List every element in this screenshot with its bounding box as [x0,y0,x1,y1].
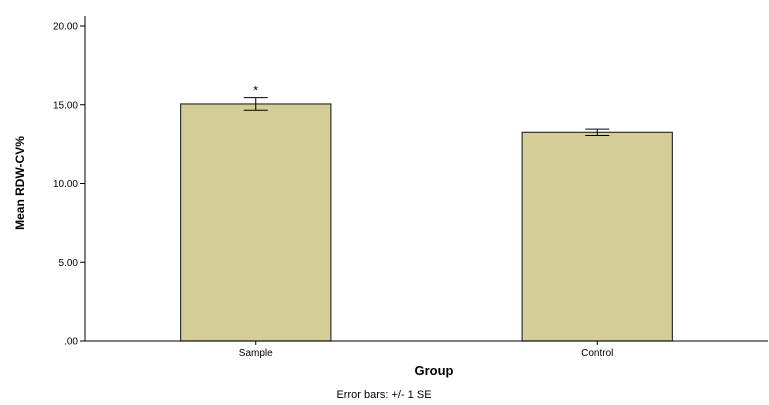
bar-control [521,131,673,342]
y-tick-label-1: 5.00 [59,258,79,269]
x-axis-title: Group [415,363,454,378]
y-axis-title: Mean RDW-CV% [13,136,27,230]
plot-area: * Sample Control .00 5.00 10.00 15.00 20.00 [53,16,768,359]
y-tick-label-0: .00 [64,337,78,348]
bar-sample [180,103,332,342]
error-bars-note: Error bars: +/- 1 SE [336,389,431,401]
y-tick-label-2: 10.00 [53,179,78,190]
significance-marker-sample: * [253,84,258,98]
x-tick-label-control: Control [581,348,613,359]
x-tick-label-sample: Sample [239,348,273,359]
y-tick-label-3: 15.00 [53,100,78,111]
y-tick-label-4: 20.00 [53,22,78,33]
